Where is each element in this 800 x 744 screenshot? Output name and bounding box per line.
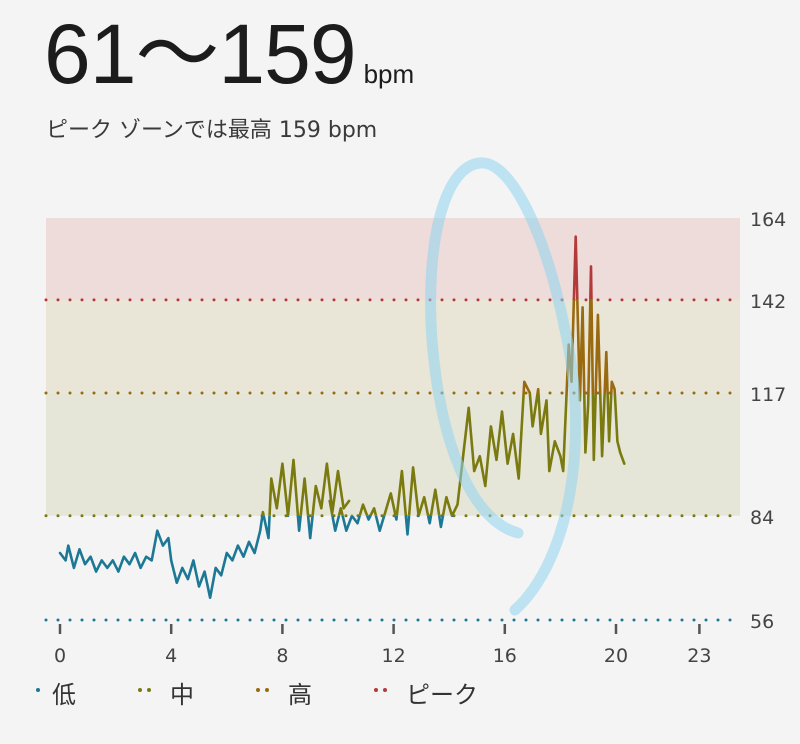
y-tick-label-3: 84 [750, 507, 774, 529]
zone-band-1 [46, 392, 740, 516]
legend-item-peak: ピーク [368, 675, 478, 710]
legend-item-low: 低 [30, 675, 76, 710]
zone-band-2 [46, 299, 740, 393]
x-tick-label-2: 8 [276, 645, 288, 667]
range-value: 61〜159 [44, 7, 357, 101]
legend-dot-medium [138, 688, 142, 692]
zone-band-3 [46, 218, 740, 300]
x-tick-label-5: 20 [604, 645, 628, 667]
y-tick-label-1: 142 [750, 291, 786, 313]
x-tick-label-6: 23 [687, 645, 711, 667]
highlight-annotation-stroke [425, 157, 582, 616]
x-tick-label-0: 0 [54, 645, 66, 667]
legend-dot-high [256, 688, 260, 692]
heart-rate-line-segment-0-zone-0 [58, 515, 314, 599]
legend-item-medium: 中 [132, 675, 194, 710]
legend-label-high: 高 [288, 680, 312, 709]
legend-item-high: 高 [250, 675, 312, 710]
y-tick-label-0: 164 [750, 209, 786, 231]
legend-dot-peak [374, 688, 378, 692]
y-tick-label-2: 117 [750, 384, 786, 406]
legend-label-low: 低 [52, 680, 76, 709]
x-tick-label-3: 12 [382, 645, 406, 667]
y-tick-label-4: 56 [750, 611, 774, 633]
peak-zone-summary: ピーク ゾーンでは最高 159 bpm [46, 118, 378, 143]
zone-legend: 低 中 高 ピーク [30, 674, 534, 710]
range-unit: bpm [363, 59, 415, 89]
x-tick-label-4: 16 [493, 645, 517, 667]
legend-dot-low [36, 688, 40, 692]
heart-rate-range: 61〜159 bpm [44, 6, 414, 102]
legend-label-peak: ピーク [406, 680, 478, 709]
legend-label-medium: 中 [170, 680, 194, 709]
x-tick-label-1: 4 [165, 645, 177, 667]
heart-rate-line-segment-1-zone-1 [328, 392, 626, 516]
heart-rate-line-segment-1-zone-2 [522, 299, 617, 393]
